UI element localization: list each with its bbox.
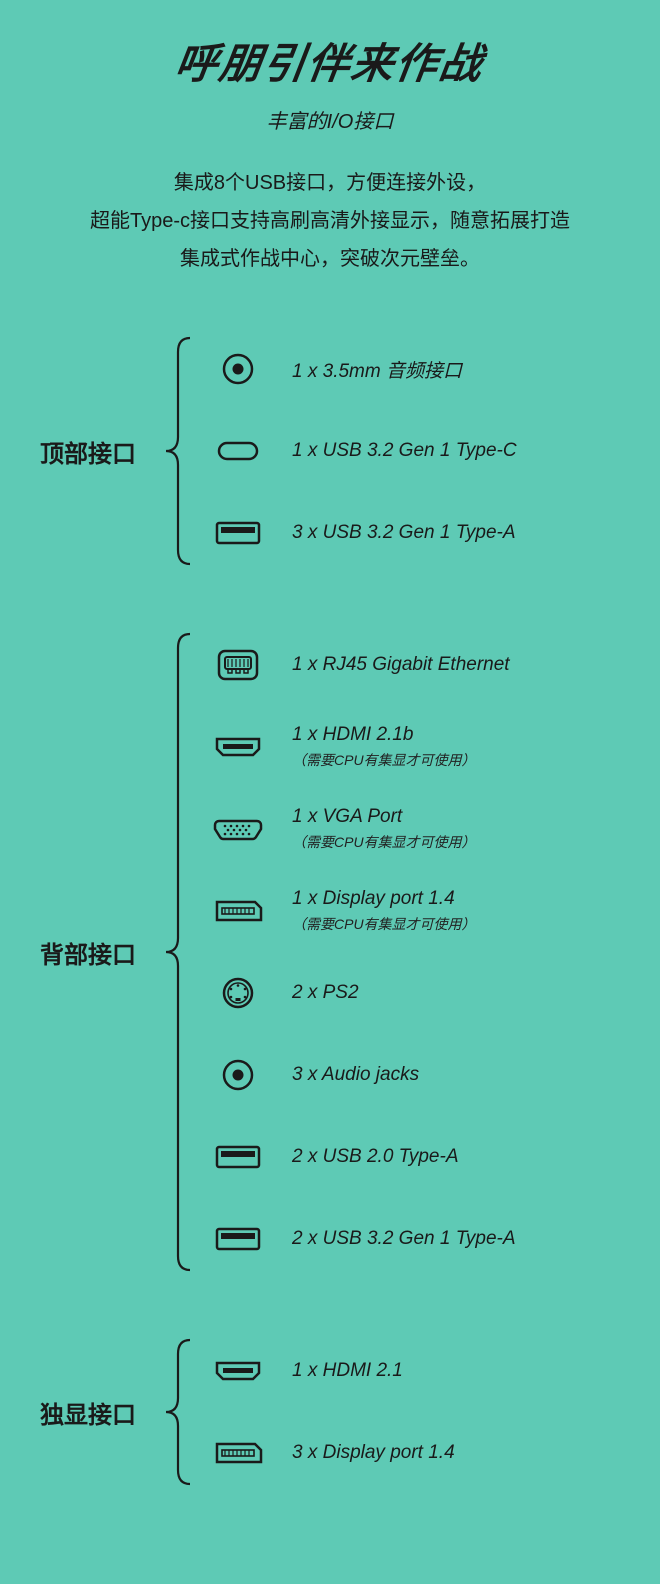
ps2-icon: [202, 973, 274, 1013]
usb-a-icon: [202, 1219, 274, 1259]
port-list: 1 x 3.5mm 音频接口 1 x USB 3.2 Gen 1 Type-C 3 …: [196, 328, 630, 574]
port-label: 3 x Audio jacks: [292, 1064, 630, 1086]
port-label: 1 x RJ45 Gigabit Ethernet: [292, 654, 630, 676]
port-row: 1 x Display port 1.4 （需要CPU有集显才可使用）: [202, 870, 630, 952]
port-text: 2 x PS2: [274, 982, 630, 1004]
port-text: 3 x Display port 1.4: [274, 1442, 630, 1464]
port-text: 1 x USB 3.2 Gen 1 Type-C: [274, 440, 630, 462]
port-note: （需要CPU有集显才可使用）: [292, 750, 630, 770]
port-row: 3 x Display port 1.4: [202, 1412, 630, 1494]
port-row: 2 x USB 3.2 Gen 1 Type-A: [202, 1198, 630, 1280]
headline: 呼朋引伴来作战: [0, 30, 660, 91]
port-row: 1 x HDMI 2.1b （需要CPU有集显才可使用）: [202, 706, 630, 788]
usb-c-icon: [202, 431, 274, 471]
port-text: 1 x VGA Port （需要CPU有集显才可使用）: [274, 806, 630, 852]
section-label: 独显接口: [40, 1395, 160, 1430]
port-note: （需要CPU有集显才可使用）: [292, 832, 630, 852]
port-row: 1 x HDMI 2.1: [202, 1330, 630, 1412]
port-section-rear: 背部接口 1 x RJ45 Gigabit Ethernet 1 x HDMI 2…: [40, 624, 630, 1280]
port-list: 1 x HDMI 2.1 3 x Display port 1.4: [196, 1330, 630, 1494]
port-text: 2 x USB 2.0 Type-A: [274, 1146, 630, 1168]
port-text: 1 x RJ45 Gigabit Ethernet: [274, 654, 630, 676]
subtitle: 丰富的I/O接口: [0, 105, 660, 134]
hdmi-icon: [202, 727, 274, 767]
bracket-icon: [160, 1330, 196, 1494]
port-label: 1 x Display port 1.4: [292, 888, 630, 910]
section-label: 顶部接口: [40, 434, 160, 469]
port-label: 1 x HDMI 2.1b: [292, 724, 630, 746]
port-section-top: 顶部接口 1 x 3.5mm 音频接口 1 x USB 3.2 Gen 1 Typ…: [40, 328, 630, 574]
audio-jack-icon: [202, 349, 274, 389]
section-label: 背部接口: [40, 935, 160, 970]
port-label: 3 x USB 3.2 Gen 1 Type-A: [292, 522, 630, 544]
usb-a-icon: [202, 1137, 274, 1177]
port-row: 1 x 3.5mm 音频接口: [202, 328, 630, 410]
port-row: 1 x RJ45 Gigabit Ethernet: [202, 624, 630, 706]
port-row: 1 x USB 3.2 Gen 1 Type-C: [202, 410, 630, 492]
description: 集成8个USB接口，方便连接外设，超能Type-c接口支持高刷高清外接显示，随意…: [40, 164, 620, 278]
displayport-icon: [202, 1433, 274, 1473]
port-row: 1 x VGA Port （需要CPU有集显才可使用）: [202, 788, 630, 870]
port-row: 2 x PS2: [202, 952, 630, 1034]
port-text: 3 x USB 3.2 Gen 1 Type-A: [274, 522, 630, 544]
port-text: 2 x USB 3.2 Gen 1 Type-A: [274, 1228, 630, 1250]
rj45-icon: [202, 645, 274, 685]
port-row: 2 x USB 2.0 Type-A: [202, 1116, 630, 1198]
hdmi-icon: [202, 1351, 274, 1391]
audio-jack-icon: [202, 1055, 274, 1095]
port-label: 2 x PS2: [292, 982, 630, 1004]
port-label: 1 x HDMI 2.1: [292, 1360, 630, 1382]
port-label: 2 x USB 3.2 Gen 1 Type-A: [292, 1228, 630, 1250]
bracket-icon: [160, 624, 196, 1280]
port-note: （需要CPU有集显才可使用）: [292, 914, 630, 934]
port-row: 3 x Audio jacks: [202, 1034, 630, 1116]
port-text: 3 x Audio jacks: [274, 1064, 630, 1086]
port-label: 1 x VGA Port: [292, 806, 630, 828]
port-text: 1 x HDMI 2.1b （需要CPU有集显才可使用）: [274, 724, 630, 770]
port-section-gpu: 独显接口 1 x HDMI 2.1 3 x Display port 1.4: [40, 1330, 630, 1494]
port-label: 3 x Display port 1.4: [292, 1442, 630, 1464]
port-row: 3 x USB 3.2 Gen 1 Type-A: [202, 492, 630, 574]
port-text: 1 x HDMI 2.1: [274, 1360, 630, 1382]
port-label: 1 x 3.5mm 音频接口: [292, 356, 630, 383]
bracket-icon: [160, 328, 196, 574]
usb-a-icon: [202, 513, 274, 553]
port-text: 1 x 3.5mm 音频接口: [274, 356, 630, 383]
port-text: 1 x Display port 1.4 （需要CPU有集显才可使用）: [274, 888, 630, 934]
port-label: 2 x USB 2.0 Type-A: [292, 1146, 630, 1168]
port-list: 1 x RJ45 Gigabit Ethernet 1 x HDMI 2.1b （需…: [196, 624, 630, 1280]
port-label: 1 x USB 3.2 Gen 1 Type-C: [292, 440, 630, 462]
displayport-icon: [202, 891, 274, 931]
vga-icon: [202, 809, 274, 849]
